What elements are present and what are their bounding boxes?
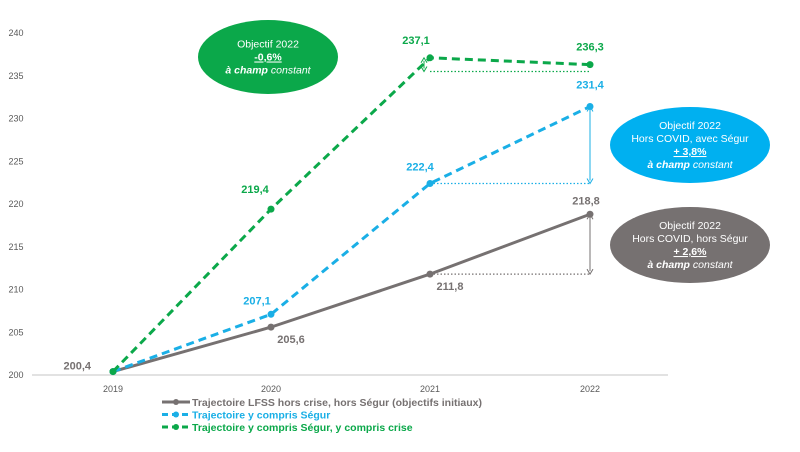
legend-label: Trajectoire y compris Ségur xyxy=(192,410,330,422)
data-label: 237,1 xyxy=(402,35,430,47)
legend-item: Trajectoire LFSS hors crise, hors Ségur … xyxy=(162,397,482,409)
objective-percent: + 3,8% xyxy=(674,146,708,158)
data-point xyxy=(109,368,117,376)
x-tick-label: 2022 xyxy=(580,384,600,394)
arrow-head-icon xyxy=(420,56,428,73)
objective-percent: + 2,6% xyxy=(674,246,708,258)
data-point xyxy=(426,179,434,187)
objective-text: Hors COVID, hors Ségur xyxy=(632,233,748,245)
data-label: 218,8 xyxy=(572,195,600,207)
x-tick-label: 2019 xyxy=(103,384,123,394)
objective-scope: à champ constant xyxy=(647,259,733,271)
objective-text: Objectif 2022 xyxy=(237,39,299,51)
data-point xyxy=(586,103,594,111)
legend-label: Trajectoire y compris Ségur, y compris c… xyxy=(192,422,413,434)
scope-text: constant xyxy=(268,65,312,77)
data-label: 207,1 xyxy=(243,295,271,307)
series-line xyxy=(112,212,591,374)
scope-bold: à champ xyxy=(225,65,268,77)
data-point xyxy=(267,323,275,331)
objective-scope: à champ constant xyxy=(647,159,733,171)
y-tick-label: 215 xyxy=(8,242,23,252)
data-label: 236,3 xyxy=(576,42,604,54)
data-label: 211,8 xyxy=(437,281,464,293)
legend-marker xyxy=(173,399,179,405)
scope-bold: à champ xyxy=(647,259,690,271)
data-point xyxy=(586,210,594,218)
data-point xyxy=(426,270,434,278)
y-tick-label: 210 xyxy=(8,285,23,295)
objective-scope: à champ constant xyxy=(225,65,311,77)
legend-item: Trajectoire y compris Ségur xyxy=(162,410,330,422)
y-tick-label: 240 xyxy=(8,28,23,38)
series-line xyxy=(112,105,591,373)
data-label: 222,4 xyxy=(406,161,434,173)
data-label: 219,4 xyxy=(241,184,269,196)
series-line xyxy=(111,56,591,373)
legend-marker xyxy=(173,411,179,418)
objective-text: Hors COVID, avec Ségur xyxy=(631,133,749,145)
y-tick-label: 230 xyxy=(8,114,23,124)
objective-text: Objectif 2022 xyxy=(659,220,721,232)
scope-text: constant xyxy=(690,259,734,271)
data-point xyxy=(586,61,594,69)
y-tick-label: 220 xyxy=(8,199,23,209)
legend-marker xyxy=(173,424,179,430)
callout-ellipse xyxy=(610,207,770,283)
data-point xyxy=(426,54,434,62)
data-point xyxy=(267,310,275,318)
legend-label: Trajectoire LFSS hors crise, hors Ségur … xyxy=(192,397,482,409)
y-tick-label: 235 xyxy=(8,71,23,81)
y-tick-label: 200 xyxy=(8,370,23,380)
y-tick-label: 225 xyxy=(8,156,23,166)
legend-item: Trajectoire y compris Ségur, y compris c… xyxy=(162,422,413,434)
callout-ellipse xyxy=(610,107,770,183)
scope-bold: à champ xyxy=(647,159,690,171)
scope-text: constant xyxy=(690,159,734,171)
data-label: 231,4 xyxy=(576,80,604,92)
data-point xyxy=(267,205,275,213)
objective-text: Objectif 2022 xyxy=(659,120,721,132)
x-tick-label: 2021 xyxy=(420,384,440,394)
callout-ellipse xyxy=(198,20,338,94)
objective-callout: Objectif 2022-0,6%à champ constant xyxy=(198,20,338,94)
data-label: 200,4 xyxy=(63,361,91,373)
x-tick-label: 2020 xyxy=(261,384,281,394)
data-label: 205,6 xyxy=(277,334,305,346)
y-tick-label: 205 xyxy=(8,327,23,337)
objective-percent: -0,6% xyxy=(254,52,282,64)
